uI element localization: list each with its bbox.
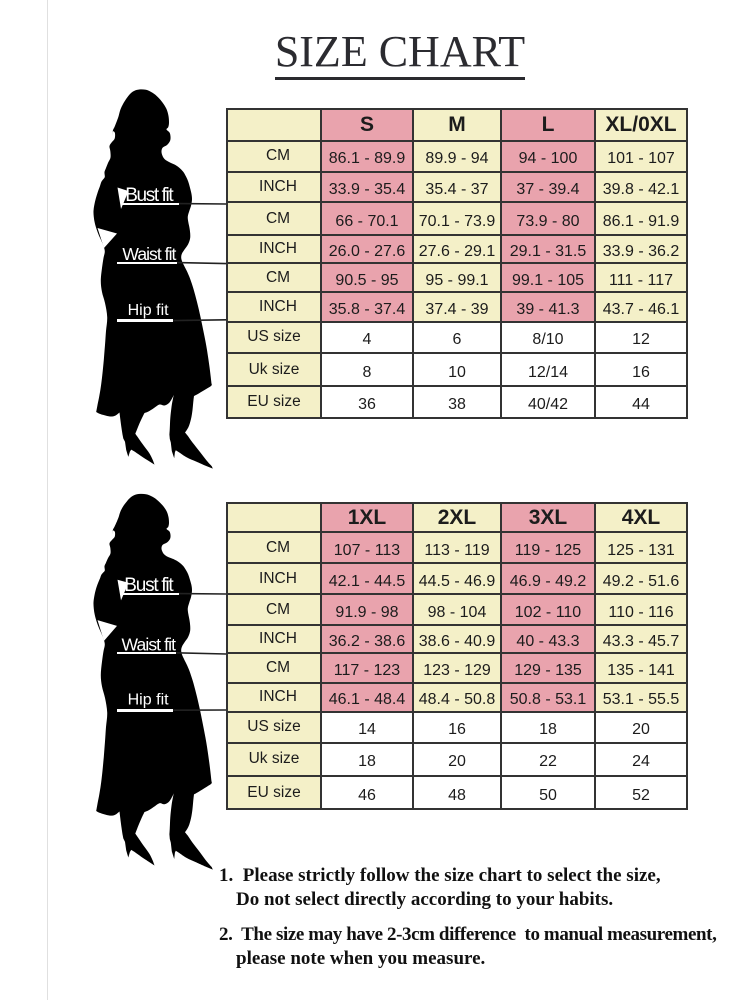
svg-text:Waist fit: Waist fit [122,634,177,654]
svg-text:Bust fit: Bust fit [125,185,174,206]
svg-text:Bust fit: Bust fit [124,575,174,596]
svg-text:Hip fit: Hip fit [128,302,170,319]
svg-text:Waist fit: Waist fit [122,244,176,264]
svg-text:Hip fit: Hip fit [128,692,170,709]
